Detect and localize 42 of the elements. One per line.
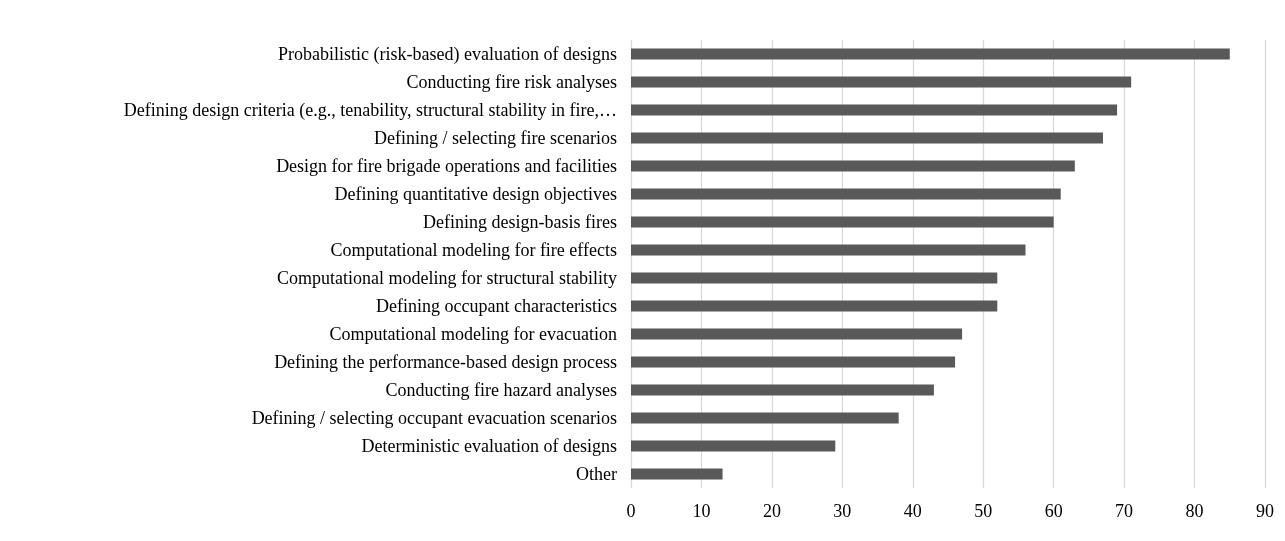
y-tick-label: Computational modeling for fire effects <box>330 240 617 260</box>
bar <box>631 300 998 312</box>
y-tick-label: Defining / selecting occupant evacuation scenarios <box>251 408 617 428</box>
bar <box>631 244 1026 256</box>
x-tick-label: 50 <box>974 501 993 521</box>
y-tick-label: Defining quantitative design objectives <box>334 184 617 204</box>
bar <box>631 48 1230 60</box>
bar <box>631 412 899 424</box>
bar <box>631 356 956 368</box>
x-tick-label: 80 <box>1185 501 1204 521</box>
x-tick-label: 20 <box>762 501 781 521</box>
x-tick-label: 40 <box>903 501 922 521</box>
y-tick-label: Other <box>576 464 617 484</box>
y-tick-label: Probabilistic (risk-based) evaluation of designs <box>278 44 617 65</box>
y-tick-label: Conducting fire risk analyses <box>406 72 617 92</box>
bar <box>631 468 723 480</box>
x-tick-label: 70 <box>1115 501 1134 521</box>
x-tick-label: 90 <box>1256 501 1274 521</box>
bar <box>631 440 836 452</box>
bar <box>631 272 998 284</box>
bar <box>631 216 1054 228</box>
bar <box>631 160 1075 172</box>
y-tick-label: Design for fire brigade operations and facilities <box>276 156 617 176</box>
y-tick-label: Defining design-basis fires <box>423 212 617 232</box>
x-tick-label: 30 <box>833 501 852 521</box>
bar <box>631 76 1132 88</box>
bar <box>631 132 1103 144</box>
y-tick-label: Deterministic evaluation of designs <box>361 436 617 456</box>
y-tick-label: Conducting fire hazard analyses <box>385 380 617 400</box>
y-tick-label: Computational modeling for structural stability <box>277 268 617 288</box>
y-tick-label: Defining occupant characteristics <box>376 296 617 316</box>
y-tick-label: Computational modeling for evacuation <box>329 324 617 344</box>
x-tick-label: 0 <box>626 501 636 521</box>
y-tick-label: Defining / selecting fire scenarios <box>374 128 617 148</box>
x-tick-label: 10 <box>692 501 711 521</box>
x-tick-label: 60 <box>1044 501 1063 521</box>
bar <box>631 328 963 340</box>
bar <box>631 384 934 396</box>
bar <box>631 104 1118 116</box>
bar <box>631 188 1061 200</box>
y-tick-label: Defining design criteria (e.g., tenability, structural stability in fire,… <box>123 100 617 121</box>
y-tick-label: Defining the performance-based design process <box>274 352 617 372</box>
